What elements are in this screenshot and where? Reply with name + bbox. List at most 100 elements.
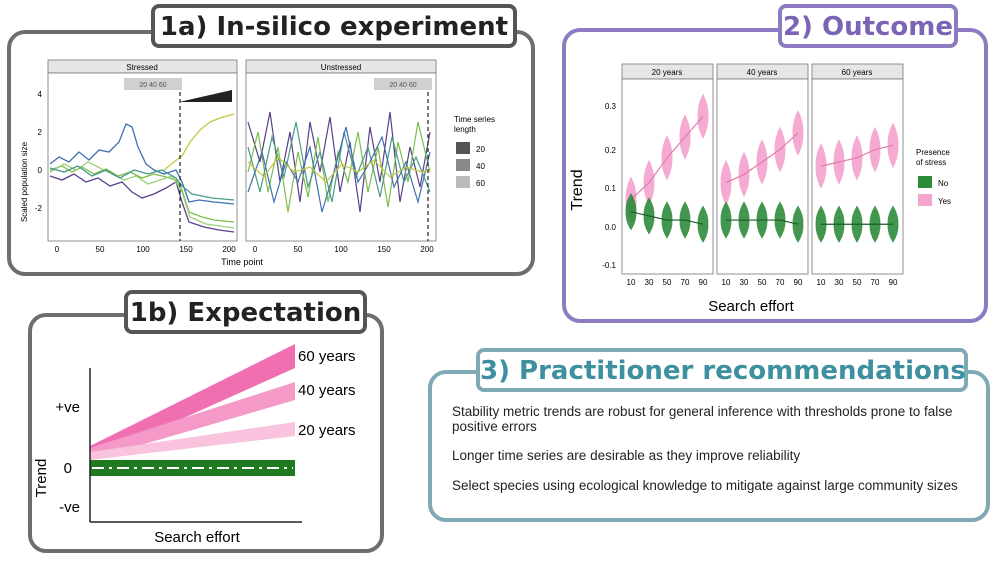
facet-label-stressed: Stressed	[126, 63, 158, 72]
recommendation-1: Stability metric trends are robust for g…	[452, 404, 953, 434]
legend-2: Presence of stress No Yes	[916, 148, 951, 206]
series-line	[49, 165, 235, 201]
legend-swatch-no	[918, 176, 932, 188]
y-tick: 2	[38, 128, 43, 137]
legend-title: of stress	[916, 158, 946, 167]
x-tick: 90	[794, 278, 803, 287]
x-axis-label: Search effort	[708, 298, 794, 315]
x-axis-label: Search effort	[154, 529, 240, 546]
panel-1b-chart: +ve 0 -ve Trend Search effort 60 years 4…	[33, 344, 356, 546]
y-tick: 0.0	[605, 223, 617, 232]
x-tick: 50	[663, 278, 672, 287]
x-tick: 100	[334, 245, 348, 254]
series-line	[163, 113, 235, 171]
violin-yes	[887, 122, 899, 169]
y-axis-label: Trend	[569, 169, 586, 210]
violin-yes	[697, 93, 709, 140]
x-tick: 50	[96, 245, 105, 254]
y-tick: +ve	[55, 399, 80, 416]
x-tick: 150	[179, 245, 193, 254]
y-tick: 0	[38, 166, 43, 175]
y-axis-label: Trend	[33, 459, 50, 498]
legend-item: 20	[476, 145, 485, 154]
line-label-60: 60 years	[298, 348, 356, 365]
y-axis-label: Scaled population size	[20, 141, 29, 222]
legend-item: 60	[476, 179, 485, 188]
x-tick: 70	[871, 278, 880, 287]
x-tick: 0	[253, 245, 258, 254]
line-label-20: 20 years	[298, 422, 356, 439]
x-tick: 90	[889, 278, 898, 287]
x-tick: 30	[740, 278, 749, 287]
x-tick: 30	[645, 278, 654, 287]
panel-3	[428, 370, 990, 522]
trend-line-yes	[820, 144, 894, 167]
x-tick: 50	[294, 245, 303, 254]
x-tick: 10	[627, 278, 636, 287]
series-line	[247, 121, 431, 213]
x-tick: 200	[420, 245, 434, 254]
stress-gradient-wedge	[179, 90, 232, 102]
legend-item-yes: Yes	[938, 197, 951, 206]
y-tick: -2	[35, 204, 43, 213]
facet-label-60: 60 years	[842, 68, 873, 77]
facet-label-unstressed: Unstressed	[321, 63, 361, 72]
legend-swatch	[456, 159, 470, 171]
panel-1a-chart: Scaled population size Stressed Unstress…	[20, 59, 495, 267]
facet-label-40: 40 years	[747, 68, 778, 77]
y-tick: 0.1	[605, 184, 617, 193]
recommendation-2: Longer time series are desirable as they…	[452, 448, 801, 463]
trend-line-yes	[630, 115, 704, 200]
x-tick: 50	[758, 278, 767, 287]
window-box-unstressed	[374, 78, 432, 90]
x-axis-label: Time point	[221, 257, 263, 267]
legend-title: Presence	[916, 148, 950, 157]
trend-line-no	[630, 211, 704, 225]
series-line	[49, 173, 235, 233]
x-ticks-20: 10 30 50 70 90	[627, 278, 708, 287]
y-tick: -0.1	[602, 261, 616, 270]
y-tick: -ve	[59, 499, 80, 516]
y-tick: 0.2	[605, 146, 617, 155]
y-tick: 4	[38, 90, 43, 99]
legend-title: Time series	[454, 115, 495, 124]
x-tick: 10	[817, 278, 826, 287]
stressed-series	[49, 92, 235, 241]
window-label-unstressed: 20 40 60	[389, 82, 416, 89]
x-tick: 30	[835, 278, 844, 287]
x-tick: 10	[722, 278, 731, 287]
trend-line-yes	[725, 132, 799, 184]
facet-label-20: 20 years	[652, 68, 683, 77]
line-20-years	[90, 422, 295, 460]
window-box-stressed	[124, 78, 182, 90]
x-tick: 90	[699, 278, 708, 287]
panel-1a-title: 1a) In-silico experiment	[151, 4, 517, 48]
x-ticks-60: 10 30 50 70 90	[817, 278, 898, 287]
x-tick: 150	[377, 245, 391, 254]
panel-1b	[28, 313, 384, 553]
x-tick: 50	[853, 278, 862, 287]
x-tick: 100	[136, 245, 150, 254]
x-tick: 70	[776, 278, 785, 287]
series-line	[247, 156, 431, 183]
legend-swatch-yes	[918, 194, 932, 206]
panel-2-title: 2) Outcome	[778, 4, 958, 48]
legend-item: 40	[476, 162, 485, 171]
series-line	[49, 123, 235, 205]
window-label-stressed: 20 40 60	[139, 82, 166, 89]
legend-item-no: No	[938, 179, 949, 188]
recommendation-3: Select species using ecological knowledg…	[452, 478, 958, 493]
x-ticks-40: 10 30 50 70 90	[722, 278, 803, 287]
legend-swatch	[456, 142, 470, 154]
line-60-years	[90, 344, 295, 460]
trend-line-no	[726, 219, 799, 225]
unstressed-series	[247, 92, 431, 241]
violin-yes	[792, 110, 804, 156]
series-line	[247, 126, 431, 213]
legend-title: length	[454, 125, 476, 134]
legend-swatch	[456, 176, 470, 188]
x-tick: 200	[222, 245, 236, 254]
y-tick: 0.3	[605, 102, 617, 111]
legend-1a: Time series length 20 40 60	[454, 115, 495, 188]
panel-3-title: 3) Practitioner recommendations	[476, 348, 968, 392]
